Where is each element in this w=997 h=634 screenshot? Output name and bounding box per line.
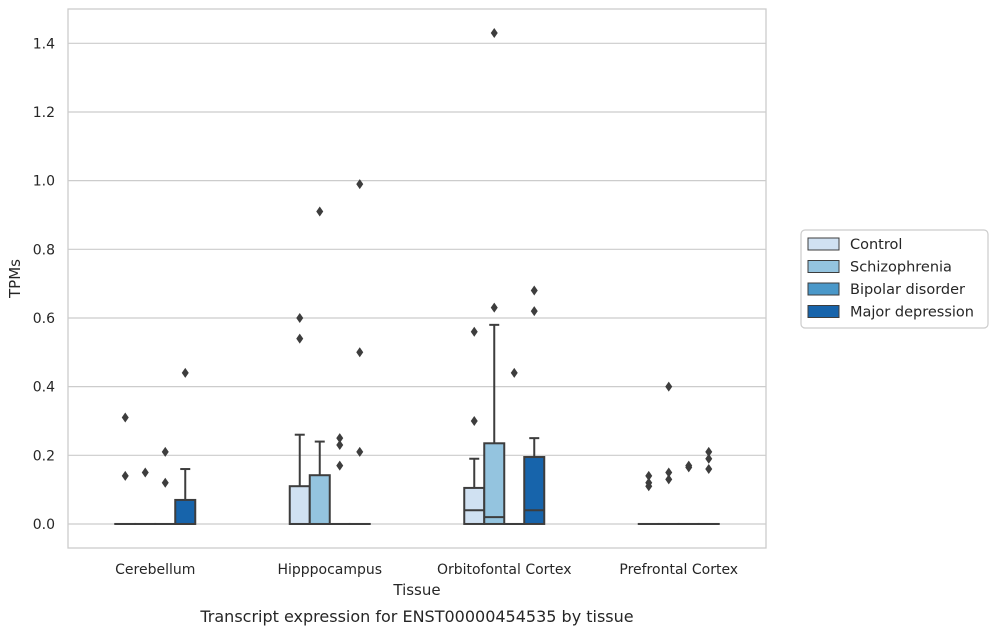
y-tick-label: 0.8	[33, 242, 55, 258]
x-axis-label: Tissue	[392, 581, 440, 599]
outlier-point	[530, 285, 538, 296]
box-group	[463, 326, 486, 525]
outlier-point	[121, 412, 129, 423]
outlier-point	[356, 179, 364, 190]
outlier-point	[490, 302, 498, 313]
outlier-point	[645, 477, 653, 488]
y-tick-label: 1.2	[33, 105, 55, 121]
box-group	[134, 467, 157, 525]
y-tick-label: 0.0	[33, 517, 55, 533]
outlier-point	[161, 477, 169, 488]
outlier-point	[356, 347, 364, 358]
y-axis-ticks: 0.0 0.2 0.4 0.6 0.8 1.0 1.2 1.4	[33, 36, 55, 533]
legend-swatch	[807, 305, 840, 318]
box	[288, 485, 311, 525]
outlier-point	[336, 460, 344, 471]
box-group	[483, 28, 506, 525]
y-tick-label: 1.0	[33, 174, 55, 190]
box-group	[637, 470, 660, 525]
outlier-point	[181, 367, 189, 378]
legend-label: Major depression	[850, 305, 974, 321]
outlier-point	[705, 464, 713, 475]
legend-swatch	[807, 260, 840, 273]
outlier-point	[336, 433, 344, 444]
box-group	[288, 312, 311, 525]
x-axis-ticks: Cerebellum Hipppocampus Orbitofontal Corte…	[115, 562, 738, 578]
legend: Control Schizophrenia Bipolar disorder Majo…	[800, 229, 989, 329]
outlier-point	[141, 467, 149, 478]
outlier-point	[645, 470, 653, 481]
box-marks	[114, 28, 720, 525]
outlier-point	[530, 306, 538, 317]
box-group	[348, 179, 371, 525]
outlier-point	[665, 474, 673, 485]
box-group	[174, 367, 197, 525]
legend-swatch	[807, 282, 840, 296]
outlier-point	[490, 28, 498, 39]
outlier-point	[705, 446, 713, 457]
plot-area-frame	[67, 8, 767, 549]
box-group	[697, 446, 720, 525]
chart-caption: Transcript expression for ENST0000045453…	[199, 607, 633, 626]
outlier-point	[316, 206, 324, 217]
legend-label: Control	[850, 237, 902, 253]
outlier-point	[510, 367, 518, 378]
outlier-point	[665, 467, 673, 478]
y-tick-label: 1.4	[33, 36, 55, 52]
legend-label: Bipolar disorder	[850, 282, 965, 298]
y-tick-label: 0.2	[33, 448, 55, 464]
legend-frame	[800, 229, 989, 329]
outlier-point	[705, 453, 713, 464]
box-group	[308, 206, 331, 525]
y-tick-label: 0.6	[33, 311, 55, 327]
y-tick-label: 0.4	[33, 380, 55, 396]
outlier-point	[356, 446, 364, 457]
outlier-point	[665, 381, 673, 392]
box	[174, 498, 197, 525]
box	[523, 456, 546, 525]
x-tick-label: Hipppocampus	[277, 562, 382, 578]
box-group	[154, 446, 177, 525]
outlier-point	[685, 460, 693, 471]
box	[308, 474, 331, 525]
box	[483, 442, 506, 525]
y-axis-label: TPMs	[6, 259, 24, 299]
outlier-point	[296, 312, 304, 323]
outlier-point	[336, 440, 344, 451]
x-tick-label: Cerebellum	[115, 562, 195, 578]
box-group	[328, 433, 351, 525]
outlier-point	[121, 470, 129, 481]
outlier-point	[470, 326, 478, 337]
outlier-point	[470, 415, 478, 426]
outlier-point	[296, 333, 304, 344]
legend-swatch	[807, 237, 840, 251]
box-group	[523, 285, 546, 525]
x-tick-label: Orbitofontal Cortex	[437, 562, 572, 578]
box-group	[677, 460, 700, 525]
outlier-point	[161, 446, 169, 457]
x-tick-label: Prefrontal Cortex	[619, 562, 738, 578]
legend-label: Schizophrenia	[850, 260, 952, 276]
box	[463, 486, 486, 525]
